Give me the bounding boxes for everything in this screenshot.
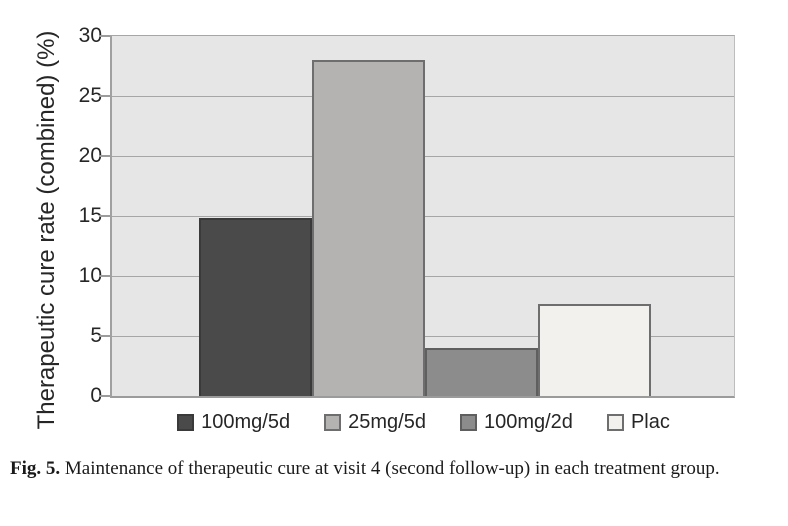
bar-100mg/2d	[425, 348, 538, 396]
y-tick-label: 25	[78, 84, 102, 107]
y-tick-label: 5	[90, 324, 102, 347]
y-tick-mark	[99, 275, 110, 277]
legend-item-Plac: Plac	[606, 411, 670, 434]
y-tick-label: 10	[78, 264, 102, 287]
y-axis-tick-labels: 0 5 10 15 20 25 30	[40, 25, 102, 407]
legend-swatch-icon	[606, 414, 624, 431]
figure-caption-label: Fig. 5.	[10, 458, 61, 479]
y-tick-label: 0	[90, 384, 102, 407]
y-tick-label: 15	[78, 204, 102, 227]
y-tick-label: 30	[78, 24, 102, 47]
legend-swatch-icon	[459, 414, 477, 431]
y-tick-mark	[99, 215, 110, 217]
y-tick-mark	[99, 155, 110, 157]
legend-label: 100mg/5d	[201, 411, 291, 433]
legend-item-100mg/5d: 100mg/5d	[177, 411, 290, 434]
figure-caption: Fig. 5. Maintenance of therapeutic cure …	[10, 455, 782, 483]
y-tick-mark	[99, 335, 110, 337]
bar-Plac	[538, 303, 651, 396]
y-tick-mark	[99, 395, 110, 397]
legend-label: Plac	[630, 411, 670, 433]
legend-label: 25mg/5d	[348, 411, 426, 433]
bar-100mg/5d	[199, 218, 312, 396]
legend-label: 100mg/2d	[483, 411, 573, 433]
bar-25mg/5d	[312, 60, 425, 396]
legend-swatch-icon	[177, 414, 195, 431]
y-tick-label: 20	[78, 144, 102, 167]
legend-item-100mg/2d: 100mg/2d	[459, 411, 573, 434]
legend-swatch-icon	[324, 414, 342, 431]
figure-caption-text: Maintenance of therapeutic cure at visit…	[64, 458, 720, 479]
legend-item-25mg/5d: 25mg/5d	[324, 411, 426, 434]
y-tick-mark	[99, 35, 110, 37]
legend: 100mg/5d 25mg/5d 100mg/2d Plac	[112, 411, 735, 434]
plot-area	[99, 35, 735, 398]
y-tick-mark	[99, 95, 110, 97]
